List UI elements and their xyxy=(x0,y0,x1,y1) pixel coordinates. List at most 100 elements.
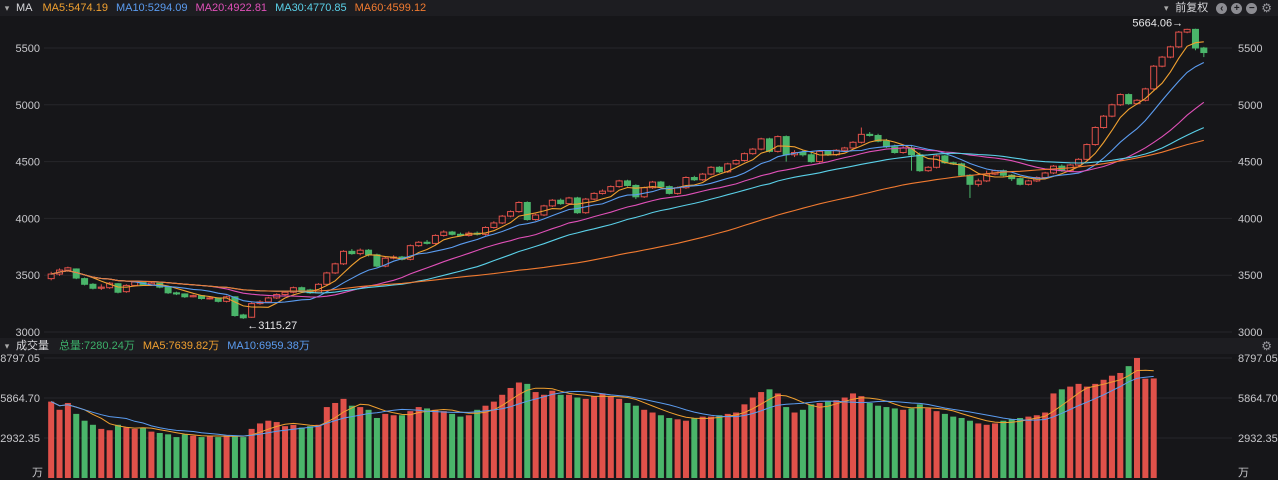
candle[interactable] xyxy=(89,283,97,289)
candle[interactable] xyxy=(490,222,498,228)
candle[interactable] xyxy=(707,166,715,175)
volume-bar[interactable] xyxy=(131,428,138,478)
candle[interactable] xyxy=(1141,88,1149,101)
candle[interactable] xyxy=(114,283,122,293)
candle[interactable] xyxy=(816,150,824,163)
candle[interactable] xyxy=(924,166,932,172)
zoom-in-icon[interactable]: + xyxy=(1231,2,1243,14)
volume-bar[interactable] xyxy=(557,394,564,478)
candle[interactable] xyxy=(899,147,907,154)
volume-bar[interactable] xyxy=(941,413,948,478)
volume-bar[interactable] xyxy=(140,427,147,478)
candle[interactable] xyxy=(340,250,348,265)
candle[interactable] xyxy=(1125,94,1133,105)
candle[interactable] xyxy=(365,249,373,256)
zoom-out-icon[interactable]: − xyxy=(1246,2,1258,14)
candle[interactable] xyxy=(615,180,623,188)
volume-bar[interactable] xyxy=(240,437,247,478)
volume-bar[interactable] xyxy=(215,437,222,478)
volume-bar[interactable] xyxy=(866,402,873,478)
volume-bar[interactable] xyxy=(799,409,806,478)
volume-bar[interactable] xyxy=(766,389,773,478)
candle[interactable] xyxy=(440,231,448,236)
candle[interactable] xyxy=(64,267,72,271)
volume-bar[interactable] xyxy=(1067,386,1074,478)
volume-label[interactable]: 成交量 xyxy=(16,340,49,352)
candle[interactable] xyxy=(841,147,849,151)
candle[interactable] xyxy=(974,180,982,185)
volume-bar[interactable] xyxy=(607,396,614,478)
volume-bar[interactable] xyxy=(908,408,915,478)
candle[interactable] xyxy=(1041,172,1049,179)
volume-bar[interactable] xyxy=(273,422,280,478)
candle[interactable] xyxy=(1108,104,1116,117)
volume-bar[interactable] xyxy=(73,413,80,478)
volume-bar[interactable] xyxy=(1117,372,1124,478)
candle[interactable] xyxy=(874,134,882,142)
volume-bar[interactable] xyxy=(900,409,907,478)
volume-bar[interactable] xyxy=(733,412,740,478)
volume-bar[interactable] xyxy=(340,398,347,478)
candle[interactable] xyxy=(916,154,924,172)
volume-bar[interactable] xyxy=(424,408,431,478)
volume-bar[interactable] xyxy=(850,393,857,478)
volume-bar[interactable] xyxy=(1008,419,1015,478)
volume-bar[interactable] xyxy=(1150,378,1157,478)
adjust-chevron-icon[interactable]: ▾ xyxy=(1163,3,1169,13)
candle[interactable] xyxy=(632,184,640,198)
candle[interactable] xyxy=(1100,115,1108,129)
volume-bar[interactable] xyxy=(440,411,447,478)
candle[interactable] xyxy=(515,201,523,213)
candle[interactable] xyxy=(623,180,632,186)
candle[interactable] xyxy=(523,201,531,221)
volume-bar[interactable] xyxy=(290,424,297,478)
volume-chart[interactable]: 8797.05 8797.05 5864.70 5864.70 2932.35 2932.… xyxy=(0,354,1278,480)
volume-bar[interactable] xyxy=(933,411,940,478)
volume-bar[interactable] xyxy=(841,397,848,478)
candle[interactable] xyxy=(264,297,272,303)
volume-bar[interactable] xyxy=(858,396,865,478)
candle[interactable] xyxy=(122,284,130,293)
candle[interactable] xyxy=(715,166,723,173)
candle[interactable] xyxy=(189,295,197,298)
volume-bar[interactable] xyxy=(365,409,372,478)
volume-bar[interactable] xyxy=(123,427,130,478)
volume-bar[interactable] xyxy=(56,409,63,478)
candle[interactable] xyxy=(749,148,757,155)
volume-bar[interactable] xyxy=(1142,378,1149,478)
candle[interactable] xyxy=(172,292,180,295)
volume-bar[interactable] xyxy=(89,424,96,478)
candle[interactable] xyxy=(1200,47,1208,54)
volume-bar[interactable] xyxy=(1025,416,1032,478)
candle[interactable] xyxy=(824,150,832,156)
volume-bar[interactable] xyxy=(465,415,472,478)
volume-bar[interactable] xyxy=(540,394,547,478)
volume-bar[interactable] xyxy=(582,398,589,478)
volume-bar[interactable] xyxy=(490,401,497,478)
volume-bar[interactable] xyxy=(674,419,681,478)
candle[interactable] xyxy=(933,155,941,168)
candle[interactable] xyxy=(866,133,874,136)
volume-bar[interactable] xyxy=(398,415,405,478)
volume-bar[interactable] xyxy=(524,383,531,478)
candle[interactable] xyxy=(573,197,581,214)
candle[interactable] xyxy=(415,241,423,247)
candle[interactable] xyxy=(757,138,765,150)
volume-bar[interactable] xyxy=(407,411,414,478)
volume-bar[interactable] xyxy=(357,407,364,478)
volume-bar[interactable] xyxy=(181,434,188,478)
volume-bar[interactable] xyxy=(758,392,765,478)
ma-label[interactable]: MA xyxy=(16,2,33,14)
candle[interactable] xyxy=(891,146,899,154)
volume-bar[interactable] xyxy=(390,415,397,478)
candle[interactable] xyxy=(431,234,439,244)
volume-bar[interactable] xyxy=(816,402,823,478)
candle[interactable] xyxy=(565,197,573,205)
candle[interactable] xyxy=(966,174,974,185)
candle[interactable] xyxy=(1091,127,1099,146)
volume-bar[interactable] xyxy=(808,404,815,478)
volume-bar[interactable] xyxy=(891,408,898,478)
candle[interactable] xyxy=(607,186,615,192)
candle[interactable] xyxy=(81,278,89,285)
volume-bar[interactable] xyxy=(265,420,272,478)
